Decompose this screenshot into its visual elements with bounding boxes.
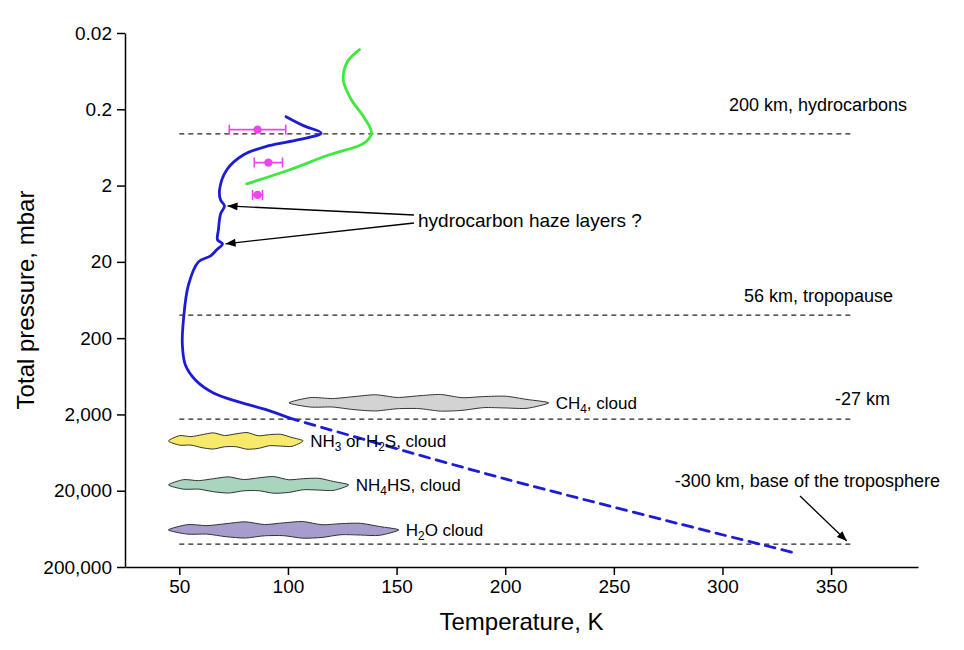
x-tick-mark [505,567,507,575]
note-label: hydrocarbon haze layers ? [418,210,642,231]
error-bar [254,158,282,168]
x-tick-label: 200 [490,576,522,597]
x-tick-mark [722,567,724,575]
x-axis-title: Temperature, K [439,608,603,635]
x-tick: 250 [598,567,630,597]
x-tick-label: 100 [273,576,305,597]
y-tick: 0.2 [86,99,125,120]
cloud-label: CH4, cloud [556,394,637,416]
y-tick-label: 2,000 [64,404,112,425]
x-tick: 50 [169,567,190,597]
cloud-label: NH3 or H2S, cloud [310,432,446,454]
x-tick: 300 [707,567,739,597]
text-run: NH [310,432,335,451]
error-bar [253,190,263,200]
data-point [253,125,261,133]
y-tick-label: 2 [101,175,112,196]
reference-label: 56 km, tropopause [744,286,893,306]
y-tick: 200 [80,328,125,349]
y-tick-mark [117,33,125,35]
reference-label: -300 km, base of the troposphere [675,471,940,491]
cloud [289,394,549,411]
y-tick-label: 200,000 [43,557,112,578]
cloud-label: NH4HS, cloud [356,476,461,498]
cloud [168,522,398,539]
x-tick: 150 [381,567,413,597]
reference-arrow [800,496,847,541]
text-run: O cloud [425,521,484,540]
x-tick: 100 [273,567,305,597]
y-tick-label: 0.02 [75,23,112,44]
reference-label: -27 km [835,389,890,409]
reference-line [179,418,853,419]
cloud [168,433,303,450]
y-tick-label: 20,000 [54,480,112,501]
y-axis-title: Total pressure, mbar [12,191,39,410]
x-tick-mark [831,567,833,575]
chart-svg: 50 100 150 200 250 300 350 0.02 0.2 2 20 200 2,000 20… [0,0,964,650]
x-tick: 350 [816,567,848,597]
y-tick-mark [117,338,125,340]
y-tick-mark [117,109,125,111]
error-bar [229,125,285,135]
y-tick-label: 0.2 [86,99,112,120]
text-run: HS, cloud [387,476,461,495]
reference-line [179,315,853,316]
y-tick-mark [117,567,125,569]
reference-line [179,543,853,544]
x-tick-label: 350 [816,576,848,597]
y-tick: 20 [91,251,125,272]
y-tick-mark [117,490,125,492]
x-tick: 200 [490,567,522,597]
cloud [168,477,348,494]
reference-line [179,133,853,134]
y-tick-mark [117,414,125,416]
x-axis: 50 100 150 200 250 300 350 [126,567,919,597]
x-axis-line [126,567,919,569]
y-tick-label: 20 [91,251,112,272]
cloud-label: H2O cloud [406,521,484,543]
x-tick-label: 250 [598,576,630,597]
y-tick: 2,000 [64,404,125,425]
annotations: 200 km, hydrocarbons 56 km, tropopause -27… [226,95,940,543]
y-tick-mark [117,262,125,264]
y-axis: 0.02 0.2 2 20 200 2,000 20,000 200,000 [43,23,125,578]
text-run: CH [556,394,581,413]
x-tick-label: 150 [381,576,413,597]
line-series [182,117,321,418]
x-tick-mark [396,567,398,575]
text-run: H [406,521,418,540]
x-tick-mark [179,567,181,575]
line-series [247,50,372,184]
y-tick-label: 200 [80,328,112,349]
y-tick-mark [117,185,125,187]
data-point [253,191,261,199]
y-tick: 200,000 [43,557,125,578]
x-tick-mark [614,567,616,575]
x-tick-label: 300 [707,576,739,597]
x-tick-label: 50 [169,576,190,597]
reference-label: 200 km, hydrocarbons [729,95,907,115]
text-run: , cloud [587,394,637,413]
text-run: or H [341,432,378,451]
y-tick: 0.02 [75,23,125,44]
text-run: NH [356,476,381,495]
note-arrow [226,223,414,244]
y-tick: 20,000 [54,480,125,501]
data-point [264,158,272,166]
y-tick: 2 [101,175,125,196]
y-axis-line [125,34,127,568]
note-arrow [228,206,414,215]
x-tick-mark [288,567,290,575]
text-run: S, cloud [385,432,446,451]
chart-container: 50 100 150 200 250 300 350 0.02 0.2 2 20 200 2,000 20… [0,0,964,650]
